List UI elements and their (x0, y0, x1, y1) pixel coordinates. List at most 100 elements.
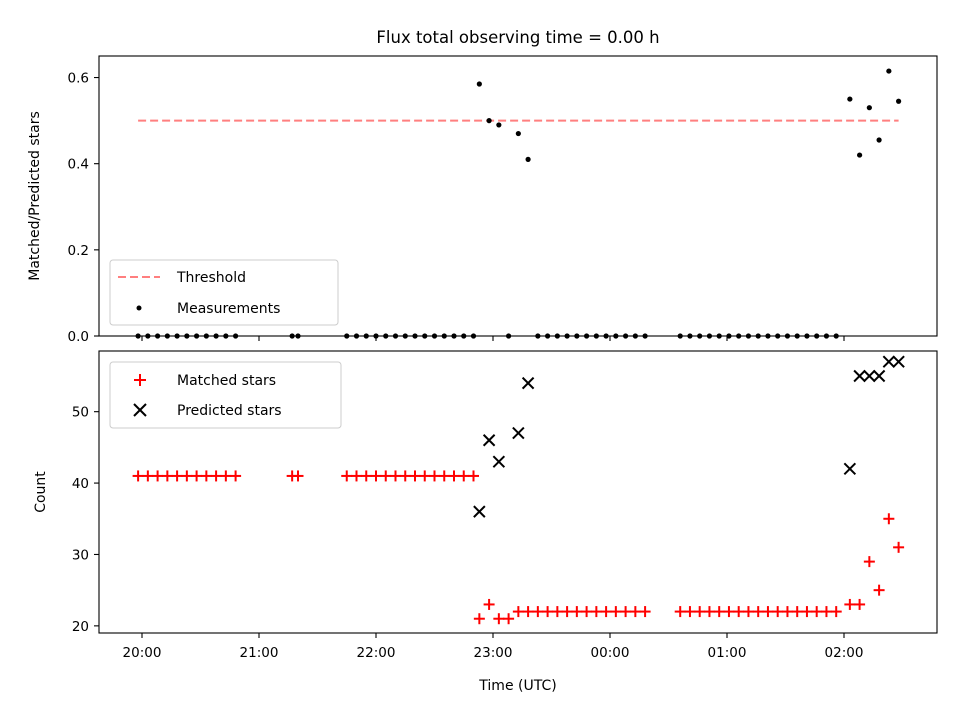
matched-star-point (473, 613, 485, 625)
legend-matched-label: Matched stars (177, 373, 276, 389)
x-tick-label: 22:00 (357, 645, 396, 661)
x-axis-label: Time (UTC) (478, 678, 556, 694)
measurement-point (876, 137, 882, 143)
top-axes-frame (98, 55, 938, 337)
top-y-axis-label: Matched/Predicted stars (27, 111, 43, 281)
matched-star-point (684, 606, 696, 618)
top-panel: Matched/Predicted stars (27, 55, 938, 339)
matched-star-point (448, 470, 460, 482)
matched-star-point (370, 470, 382, 482)
matched-star-point (551, 606, 563, 618)
predicted-star-point (882, 355, 896, 368)
top-y-tick-label: 0.6 (68, 71, 89, 87)
matched-star-point (360, 470, 372, 482)
matched-star-point (458, 470, 470, 482)
measurement-point (896, 98, 902, 104)
matched-star-point (844, 598, 856, 610)
matched-star-point (220, 470, 232, 482)
measurement-point (866, 105, 872, 111)
bottom-legend-box (109, 361, 342, 429)
matched-star-point (409, 470, 421, 482)
matched-star-point (171, 470, 183, 482)
matched-star-point (752, 606, 764, 618)
matched-star-point (532, 606, 544, 618)
matched-star-point (468, 470, 479, 482)
x-tick-label: 00:00 (591, 645, 630, 661)
matched-star-point (781, 606, 793, 618)
matched-star-point (674, 606, 686, 618)
bottom-y-tick-label: 50 (72, 405, 89, 421)
matched-star-point (380, 470, 392, 482)
matched-star-point (292, 470, 304, 482)
matched-star-point (703, 606, 715, 618)
matched-star-point (639, 606, 651, 618)
matched-star-point (210, 470, 222, 482)
matched-star-point (811, 606, 823, 618)
measurement-point (496, 122, 502, 128)
matched-star-point (419, 470, 431, 482)
matched-star-point (161, 470, 173, 482)
matched-star-point (893, 541, 905, 553)
matched-star-point (181, 470, 193, 482)
x-tick-label: 21:00 (240, 645, 279, 661)
top-y-tick-label: 0.4 (68, 157, 89, 173)
matched-star-point (820, 606, 832, 618)
matched-star-point (762, 606, 774, 618)
predicted-star-point (843, 462, 857, 476)
matched-star-point (600, 606, 612, 618)
matched-star-point (742, 606, 754, 618)
matched-star-point (854, 598, 866, 610)
measurement-point (515, 130, 521, 137)
top-y-tick-label: 0.0 (68, 329, 89, 345)
matched-star-point (503, 613, 515, 625)
bottom-y-tick-label: 30 (72, 547, 89, 563)
measurement-point (857, 152, 863, 158)
top-legend: Threshold Measurements (109, 259, 339, 326)
top-y-tick-label: 0.2 (68, 243, 89, 259)
predicted-star-point (482, 434, 496, 447)
matched-star-point (542, 606, 554, 618)
matched-star-point (581, 606, 593, 618)
matched-star-point (791, 606, 803, 618)
bottom-panel: Count (33, 350, 938, 634)
matched-star-point (571, 606, 583, 618)
bottom-plot-area (132, 355, 905, 625)
matched-star-point (694, 606, 706, 618)
bottom-axes-frame (98, 350, 938, 634)
legend-predicted-swatch (133, 403, 147, 417)
matched-star-point (713, 606, 725, 618)
legend-threshold-label: Threshold (176, 270, 246, 286)
measurement-point (486, 118, 492, 124)
bottom-y-tick-label: 40 (72, 476, 89, 492)
matched-star-point (132, 470, 144, 482)
x-tick-label: 02:00 (825, 645, 864, 661)
predicted-star-point (512, 426, 525, 440)
top-legend-box (109, 259, 339, 326)
matched-star-point (561, 606, 573, 618)
predicted-star-point (863, 369, 876, 383)
axes-ticks: 0.0 0.2 0.4 0.6 20 30 40 50 20:00 21:00 22:00 23:00… (68, 71, 864, 661)
matched-star-point (191, 470, 203, 482)
matched-star-point (733, 606, 745, 618)
matched-star-point (341, 470, 353, 482)
x-tick-label: 20:00 (123, 645, 162, 661)
matched-star-point (830, 606, 842, 618)
matched-star-point (493, 613, 505, 625)
matched-star-point (772, 606, 784, 618)
matched-star-point (200, 470, 212, 482)
x-tick-label: 01:00 (708, 645, 747, 661)
matched-star-point (801, 606, 813, 618)
legend-measurements-swatch (136, 305, 142, 311)
matched-star-point (620, 606, 632, 618)
predicted-star-point (892, 355, 905, 368)
legend-predicted-label: Predicted stars (177, 403, 282, 419)
matched-star-point (873, 584, 885, 596)
matched-star-point (863, 556, 875, 568)
legend-measurements-label: Measurements (177, 301, 280, 317)
measurement-point (525, 156, 531, 162)
matched-star-point (429, 470, 440, 482)
matched-star-point (590, 606, 602, 618)
matched-star-point (883, 513, 895, 525)
matched-star-point (152, 470, 164, 482)
